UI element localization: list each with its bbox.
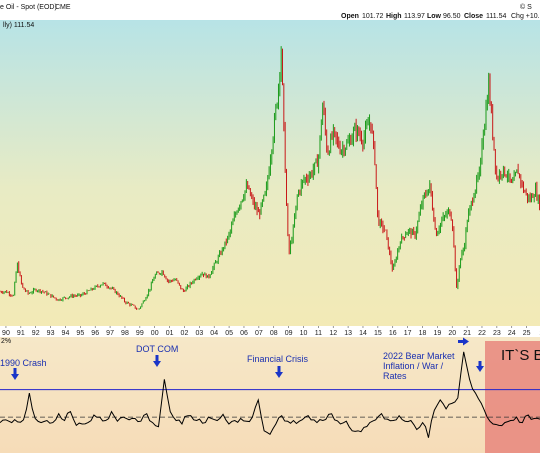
annotation-2022-line2: Inflation / War /: [383, 361, 444, 371]
x-tick-label: 18: [419, 330, 427, 337]
x-tick-label: 21: [463, 330, 471, 337]
x-tick-label: 14: [359, 330, 367, 337]
x-tick-label: 08: [270, 330, 278, 337]
header-bar: [0, 0, 540, 20]
x-tick-label: 22: [478, 330, 486, 337]
x-tick-label: 97: [106, 330, 114, 337]
open-value: 101.72: [362, 13, 384, 20]
x-tick-label: 06: [240, 330, 248, 337]
annotation-dot-com: DOT COM: [136, 344, 178, 354]
corner-top-text: © S: [520, 3, 532, 11]
price-legend: lly) 111.54: [3, 22, 34, 29]
x-tick-label: 95: [76, 330, 84, 337]
low-label: Low: [427, 13, 442, 20]
x-tick-label: 02: [181, 330, 189, 337]
x-tick-label: 05: [225, 330, 233, 337]
x-axis-strip: [0, 326, 540, 337]
indicator-label: 2%: [1, 338, 11, 345]
x-tick-label: 20: [448, 330, 456, 337]
arrow-down-icon: [275, 366, 283, 378]
oscillator-line: [0, 351, 540, 438]
high-value: 113.97: [404, 13, 425, 20]
high-label: High: [386, 13, 402, 20]
x-tick-label: 11: [315, 330, 322, 337]
annotation-financial-crisis: Financial Crisis: [247, 354, 309, 364]
open-label: Open: [341, 13, 359, 20]
x-tick-label: 25: [523, 330, 531, 337]
annotation-1990-crash: 1990 Crash: [0, 358, 47, 368]
x-tick-label: 15: [374, 330, 382, 337]
x-tick-label: 17: [404, 330, 412, 337]
close-label: Close: [464, 13, 483, 20]
x-tick-label: 93: [47, 330, 55, 337]
x-tick-label: 12: [329, 330, 337, 337]
x-tick-label: 23: [493, 330, 501, 337]
arrow-right-icon: [458, 337, 469, 346]
low-value: 96.50: [443, 13, 461, 20]
x-tick-label: 10: [300, 330, 308, 337]
x-tick-label: 16: [389, 330, 397, 337]
chart-title: e Oil - Spot (EOD): [0, 4, 57, 11]
x-tick-label: 96: [91, 330, 99, 337]
x-tick-label: 09: [285, 330, 293, 337]
x-axis-ticks: 90 91 92 93 94 95 96 97 98 99 00 01 02 03 04 05 06 07 08 09…: [2, 326, 540, 337]
exchange-label: CME: [55, 4, 71, 11]
annotation-2022-line3: Rates: [383, 371, 407, 381]
x-tick-label: 04: [210, 330, 218, 337]
x-tick-label: 19: [433, 330, 441, 337]
arrow-down-icon: [11, 368, 19, 380]
x-tick-label: 91: [17, 330, 25, 337]
arrow-down-icon: [476, 361, 484, 372]
x-tick-label: 99: [136, 330, 144, 337]
close-value: 111.54: [486, 13, 506, 20]
its-box-label: IT`S B: [501, 347, 540, 364]
x-tick-label: 24: [508, 330, 516, 337]
annotation-2022-line1: 2022 Bear Market: [383, 351, 455, 361]
its-box-highlight: [485, 341, 540, 453]
x-tick-label: 13: [344, 330, 352, 337]
x-tick-label: 94: [62, 330, 70, 337]
x-tick-label: 00: [151, 330, 159, 337]
x-tick-label: 90: [2, 330, 10, 337]
arrow-down-icon: [153, 355, 161, 367]
x-tick-label: 07: [255, 330, 263, 337]
x-tick-label: 92: [32, 330, 40, 337]
x-tick-label: 98: [121, 330, 129, 337]
price-series: [0, 46, 540, 310]
corner-change-text: Chg +10.: [511, 13, 540, 20]
x-tick-label: 03: [195, 330, 203, 337]
x-tick-label: 01: [166, 330, 174, 337]
